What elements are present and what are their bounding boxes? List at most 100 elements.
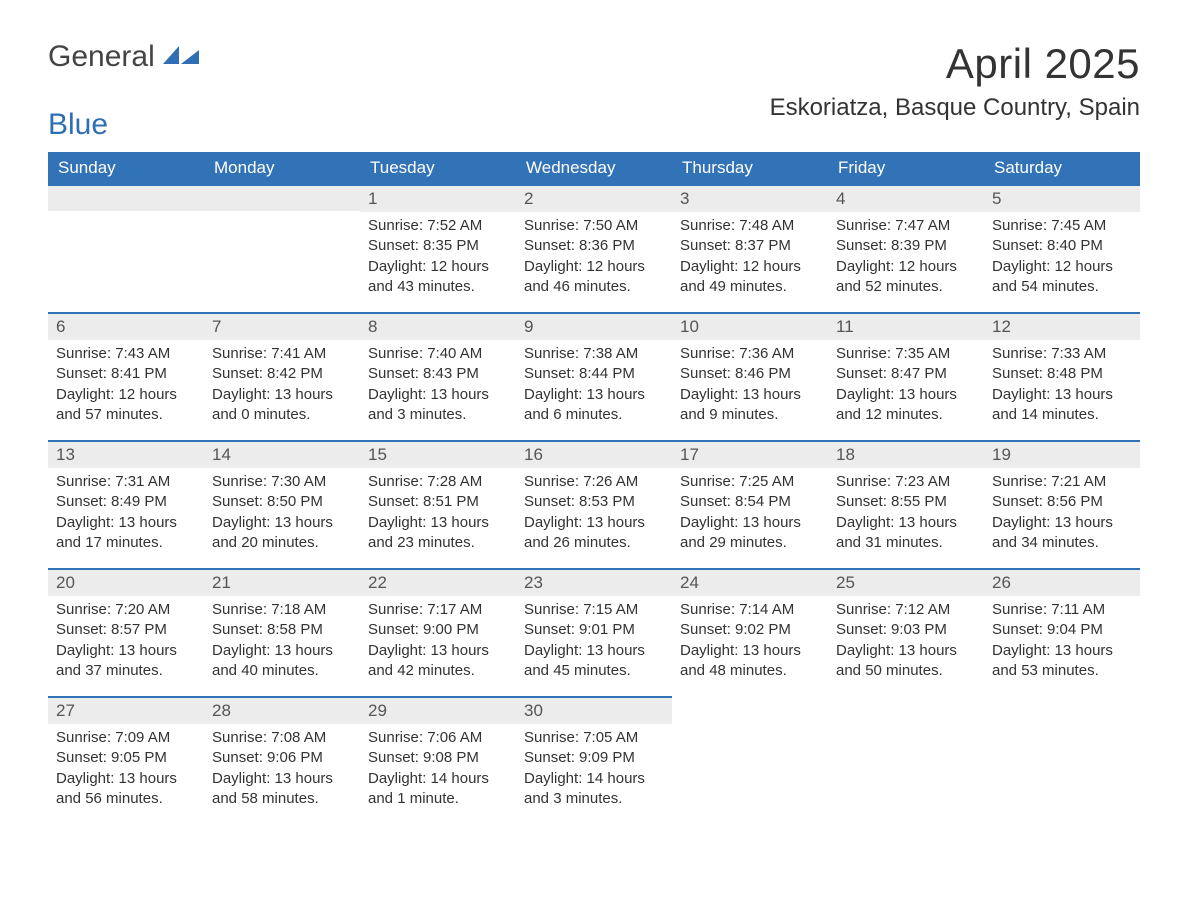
day-number: 23 (516, 568, 672, 596)
day-line-d2: and 42 minutes. (368, 661, 508, 681)
day-line-sunset: Sunset: 8:48 PM (992, 364, 1132, 384)
day-line-sunrise: Sunrise: 7:21 AM (992, 472, 1132, 492)
day-number: 28 (204, 696, 360, 724)
day-number: 29 (360, 696, 516, 724)
title-block: April 2025 Eskoriatza, Basque Country, S… (770, 40, 1140, 136)
day-number: 27 (48, 696, 204, 724)
day-line-d2: and 3 minutes. (368, 405, 508, 425)
day-line-d2: and 31 minutes. (836, 533, 976, 553)
day-line-sunset: Sunset: 9:00 PM (368, 620, 508, 640)
day-line-sunrise: Sunrise: 7:05 AM (524, 728, 664, 748)
calendar-week-row: 6Sunrise: 7:43 AMSunset: 8:41 PMDaylight… (48, 312, 1140, 440)
day-details: Sunrise: 7:50 AMSunset: 8:36 PMDaylight:… (516, 212, 672, 307)
calendar-day-cell: 17Sunrise: 7:25 AMSunset: 8:54 PMDayligh… (672, 440, 828, 568)
day-details: Sunrise: 7:15 AMSunset: 9:01 PMDaylight:… (516, 596, 672, 691)
day-line-sunrise: Sunrise: 7:48 AM (680, 216, 820, 236)
day-line-sunset: Sunset: 8:58 PM (212, 620, 352, 640)
day-line-sunrise: Sunrise: 7:11 AM (992, 600, 1132, 620)
day-number: 18 (828, 440, 984, 468)
day-line-sunset: Sunset: 9:03 PM (836, 620, 976, 640)
day-line-d1: Daylight: 13 hours (836, 513, 976, 533)
day-number: 24 (672, 568, 828, 596)
day-line-sunrise: Sunrise: 7:09 AM (56, 728, 196, 748)
day-line-sunset: Sunset: 8:37 PM (680, 236, 820, 256)
day-details: Sunrise: 7:47 AMSunset: 8:39 PMDaylight:… (828, 212, 984, 307)
calendar-day-cell: 19Sunrise: 7:21 AMSunset: 8:56 PMDayligh… (984, 440, 1140, 568)
calendar-day-cell: 12Sunrise: 7:33 AMSunset: 8:48 PMDayligh… (984, 312, 1140, 440)
day-line-sunrise: Sunrise: 7:25 AM (680, 472, 820, 492)
day-line-d2: and 23 minutes. (368, 533, 508, 553)
day-line-d2: and 49 minutes. (680, 277, 820, 297)
day-line-sunset: Sunset: 9:08 PM (368, 748, 508, 768)
day-line-d2: and 20 minutes. (212, 533, 352, 553)
day-details: Sunrise: 7:43 AMSunset: 8:41 PMDaylight:… (48, 340, 204, 435)
day-number: 14 (204, 440, 360, 468)
day-line-sunset: Sunset: 8:41 PM (56, 364, 196, 384)
calendar-day-cell: 30Sunrise: 7:05 AMSunset: 9:09 PMDayligh… (516, 696, 672, 824)
calendar-day-cell: 29Sunrise: 7:06 AMSunset: 9:08 PMDayligh… (360, 696, 516, 824)
weekday-header: Saturday (984, 152, 1140, 184)
day-number: 11 (828, 312, 984, 340)
day-line-d2: and 46 minutes. (524, 277, 664, 297)
day-line-d1: Daylight: 13 hours (680, 641, 820, 661)
day-line-sunrise: Sunrise: 7:08 AM (212, 728, 352, 748)
day-line-sunset: Sunset: 8:39 PM (836, 236, 976, 256)
logo-sail-icon (161, 44, 201, 71)
day-line-d2: and 0 minutes. (212, 405, 352, 425)
day-number: 1 (360, 184, 516, 212)
day-line-sunset: Sunset: 8:36 PM (524, 236, 664, 256)
calendar-day-cell: 4Sunrise: 7:47 AMSunset: 8:39 PMDaylight… (828, 184, 984, 312)
day-number: 30 (516, 696, 672, 724)
day-line-sunrise: Sunrise: 7:20 AM (56, 600, 196, 620)
day-line-sunrise: Sunrise: 7:47 AM (836, 216, 976, 236)
day-details: Sunrise: 7:36 AMSunset: 8:46 PMDaylight:… (672, 340, 828, 435)
logo-text-blue: Blue (48, 108, 108, 142)
day-line-d1: Daylight: 13 hours (992, 641, 1132, 661)
day-details: Sunrise: 7:12 AMSunset: 9:03 PMDaylight:… (828, 596, 984, 691)
calendar-day-cell: 25Sunrise: 7:12 AMSunset: 9:03 PMDayligh… (828, 568, 984, 696)
calendar-day-cell: 8Sunrise: 7:40 AMSunset: 8:43 PMDaylight… (360, 312, 516, 440)
day-details: Sunrise: 7:28 AMSunset: 8:51 PMDaylight:… (360, 468, 516, 563)
day-number: 22 (360, 568, 516, 596)
calendar-week-row: 20Sunrise: 7:20 AMSunset: 8:57 PMDayligh… (48, 568, 1140, 696)
day-number: 19 (984, 440, 1140, 468)
empty-day-bar (48, 184, 204, 211)
calendar-week-row: 13Sunrise: 7:31 AMSunset: 8:49 PMDayligh… (48, 440, 1140, 568)
day-line-d1: Daylight: 12 hours (56, 385, 196, 405)
weekday-header: Tuesday (360, 152, 516, 184)
day-line-d1: Daylight: 13 hours (368, 385, 508, 405)
day-line-d1: Daylight: 14 hours (368, 769, 508, 789)
day-line-d1: Daylight: 13 hours (524, 385, 664, 405)
day-line-d2: and 52 minutes. (836, 277, 976, 297)
day-line-d2: and 43 minutes. (368, 277, 508, 297)
calendar-day-cell: 23Sunrise: 7:15 AMSunset: 9:01 PMDayligh… (516, 568, 672, 696)
day-line-sunset: Sunset: 8:51 PM (368, 492, 508, 512)
day-line-d1: Daylight: 13 hours (212, 641, 352, 661)
day-line-sunset: Sunset: 8:54 PM (680, 492, 820, 512)
day-line-sunset: Sunset: 9:02 PM (680, 620, 820, 640)
day-line-sunrise: Sunrise: 7:36 AM (680, 344, 820, 364)
day-line-d2: and 53 minutes. (992, 661, 1132, 681)
day-number: 21 (204, 568, 360, 596)
weekday-header: Thursday (672, 152, 828, 184)
day-line-sunset: Sunset: 9:05 PM (56, 748, 196, 768)
calendar-day-cell: 22Sunrise: 7:17 AMSunset: 9:00 PMDayligh… (360, 568, 516, 696)
calendar-day-cell: 2Sunrise: 7:50 AMSunset: 8:36 PMDaylight… (516, 184, 672, 312)
day-line-d2: and 48 minutes. (680, 661, 820, 681)
day-line-sunrise: Sunrise: 7:14 AM (680, 600, 820, 620)
day-line-d2: and 29 minutes. (680, 533, 820, 553)
day-details: Sunrise: 7:26 AMSunset: 8:53 PMDaylight:… (516, 468, 672, 563)
day-details: Sunrise: 7:40 AMSunset: 8:43 PMDaylight:… (360, 340, 516, 435)
day-line-d1: Daylight: 13 hours (368, 641, 508, 661)
day-line-sunrise: Sunrise: 7:35 AM (836, 344, 976, 364)
day-number: 12 (984, 312, 1140, 340)
day-details: Sunrise: 7:52 AMSunset: 8:35 PMDaylight:… (360, 212, 516, 307)
day-line-d1: Daylight: 13 hours (212, 385, 352, 405)
day-line-d1: Daylight: 13 hours (680, 513, 820, 533)
day-line-d1: Daylight: 13 hours (56, 641, 196, 661)
day-line-sunrise: Sunrise: 7:45 AM (992, 216, 1132, 236)
day-line-sunset: Sunset: 8:47 PM (836, 364, 976, 384)
day-details: Sunrise: 7:20 AMSunset: 8:57 PMDaylight:… (48, 596, 204, 691)
day-details: Sunrise: 7:23 AMSunset: 8:55 PMDaylight:… (828, 468, 984, 563)
logo-text-general: General (48, 40, 155, 74)
